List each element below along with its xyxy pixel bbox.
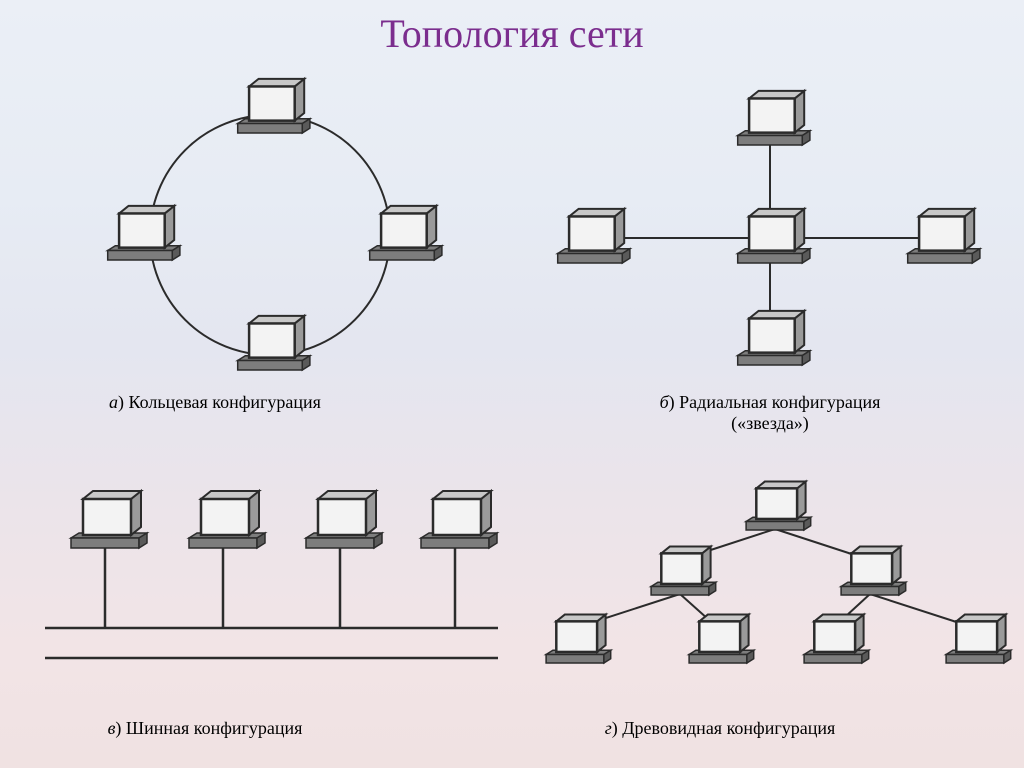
caption-bus-text: Шинная конфигурация	[126, 718, 303, 738]
caption-star-prefix: б	[660, 392, 669, 412]
caption-ring-prefix: а	[109, 392, 118, 412]
caption-star: б) Радиальная конфигурация («звезда»)	[570, 392, 970, 434]
caption-tree: г) Древовидная конфигурация	[520, 718, 920, 739]
caption-ring-text: Кольцевая конфигурация	[129, 392, 321, 412]
caption-star-text2: («звезда»)	[570, 413, 970, 434]
caption-ring: а) Кольцевая конфигурация	[65, 392, 365, 413]
caption-tree-text: Древовидная конфигурация	[622, 718, 835, 738]
caption-bus-prefix: в	[108, 718, 116, 738]
topology-diagram-svg	[0, 0, 1024, 768]
caption-bus: в) Шинная конфигурация	[55, 718, 355, 739]
caption-star-text: Радиальная конфигурация	[679, 392, 880, 412]
caption-tree-prefix: г	[605, 718, 612, 738]
